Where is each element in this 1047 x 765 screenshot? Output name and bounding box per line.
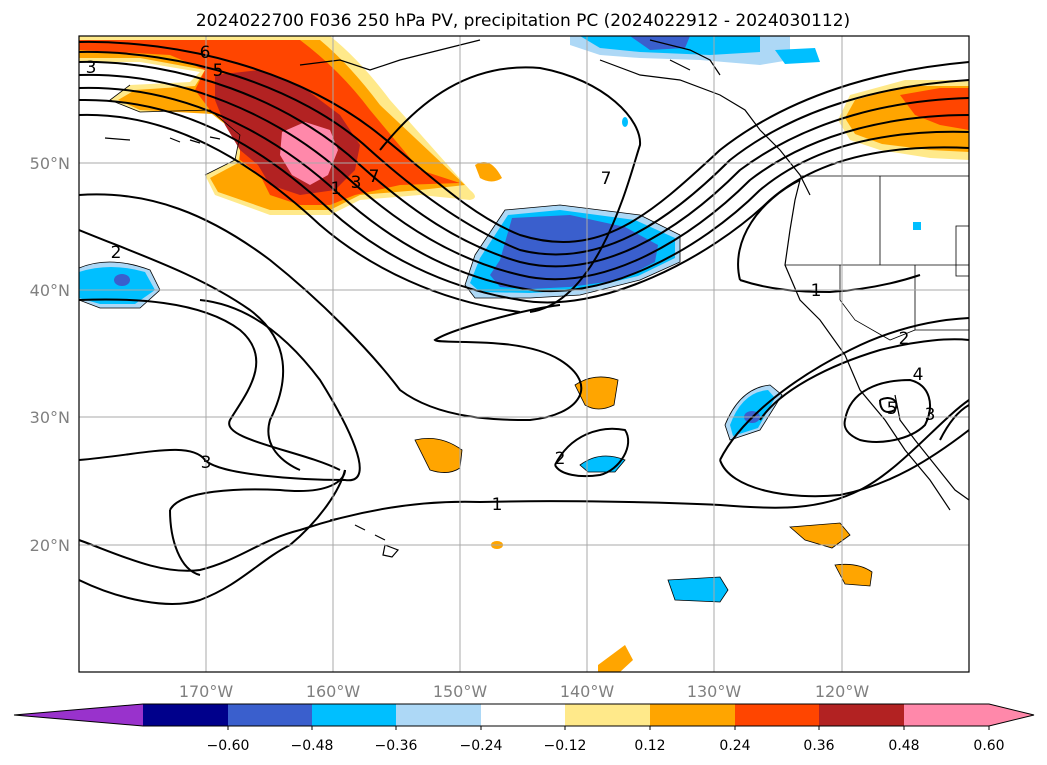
colorbar-bin — [650, 704, 735, 726]
colorbar-bin — [904, 704, 989, 726]
contour-label-1-south: 1 — [492, 495, 503, 515]
longitude-labels: 170°W 160°W 150°W 140°W 130°W 120°W — [179, 682, 870, 701]
contour-label-3-north: 3 — [351, 173, 362, 193]
colorbar-extend-low — [14, 704, 143, 726]
colorbar-bin — [481, 704, 565, 726]
colorbar-extend-high — [989, 704, 1034, 726]
contour-label-2-east: 2 — [899, 329, 910, 349]
colorbar-bin — [565, 704, 650, 726]
lon-label-130w: 130°W — [687, 682, 742, 701]
colorbar-bin — [228, 704, 312, 726]
map-title: 2024022700 F036 250 hPa PV, precipitatio… — [196, 11, 850, 31]
contour-label-1-east: 1 — [811, 281, 822, 301]
lat-label-40n: 40°N — [30, 281, 70, 300]
contour-label-3-southwest: 3 — [201, 453, 212, 473]
colorbar-tick-label: 0.36 — [803, 738, 834, 754]
pv-contours — [79, 40, 969, 605]
colorbar-tick-label: 0.48 — [888, 738, 919, 754]
map-background — [79, 36, 969, 672]
lon-label-150w: 150°W — [433, 682, 488, 701]
latitude-labels: 50°N 40°N 30°N 20°N — [30, 154, 70, 555]
colorbar-tick-label: −0.60 — [207, 738, 250, 754]
contour-label-2-center: 2 — [555, 449, 566, 469]
precip-negative-central-pacific — [465, 205, 680, 298]
contour-label-4-east: 4 — [913, 365, 924, 385]
contour-label-5-east: 5 — [887, 399, 898, 419]
colorbar-ticks: −0.60 −0.48 −0.36 −0.24 −0.12 0.12 0.24 0.36 0.4… — [207, 726, 1005, 754]
contour-label-1-northwest: 1 — [331, 179, 342, 199]
colorbar-bin — [735, 704, 819, 726]
pv-contour-labels: 6 5 3 7 2 3 1 1 2 4 3 5 2 1 3 7 — [86, 43, 936, 515]
colorbar-swatches — [14, 704, 1034, 726]
contour-label-6: 6 — [200, 43, 211, 63]
colorbar-bin — [143, 704, 228, 726]
colorbar-bin — [819, 704, 904, 726]
contour-label-3-east: 3 — [925, 405, 936, 425]
colorbar-tick-label: −0.36 — [375, 738, 418, 754]
political-borders — [785, 175, 969, 341]
colorbar-tick-label: −0.12 — [544, 738, 587, 754]
contour-label-7-center: 7 — [601, 169, 612, 189]
lat-label-20n: 20°N — [30, 536, 70, 555]
lat-label-30n: 30°N — [30, 408, 70, 427]
contour-label-5: 5 — [213, 61, 224, 81]
contour-label-7-north: 7 — [369, 167, 380, 187]
contour-label-3-northwest: 3 — [86, 58, 97, 78]
lon-label-120w: 120°W — [815, 682, 870, 701]
graticule — [79, 36, 969, 672]
map-frame — [78, 35, 970, 673]
lat-label-50n: 50°N — [30, 154, 70, 173]
colorbar-tick-label: −0.24 — [460, 738, 503, 754]
colorbar-tick-label: 0.12 — [634, 738, 665, 754]
lon-label-140w: 140°W — [560, 682, 615, 701]
colorbar-tick-label: −0.48 — [291, 738, 334, 754]
precip-positive-small-cells — [415, 161, 872, 672]
colorbar-outline — [13, 703, 1035, 727]
colorbar-tick-label: 0.60 — [973, 738, 1004, 754]
colorbar-bin — [396, 704, 481, 726]
precip-negative-west-cell — [79, 261, 160, 308]
lon-label-160w: 160°W — [306, 682, 361, 701]
lon-label-170w: 170°W — [179, 682, 234, 701]
contour-label-2-west: 2 — [111, 243, 122, 263]
colorbar: −0.60 −0.48 −0.36 −0.24 −0.12 0.12 0.24 0.36 0.4… — [13, 703, 1035, 754]
map-panel: 6 5 3 7 2 3 1 1 2 4 3 5 2 1 3 7 — [78, 35, 970, 673]
colorbar-bin — [312, 704, 396, 726]
colorbar-tick-label: 0.24 — [719, 738, 750, 754]
